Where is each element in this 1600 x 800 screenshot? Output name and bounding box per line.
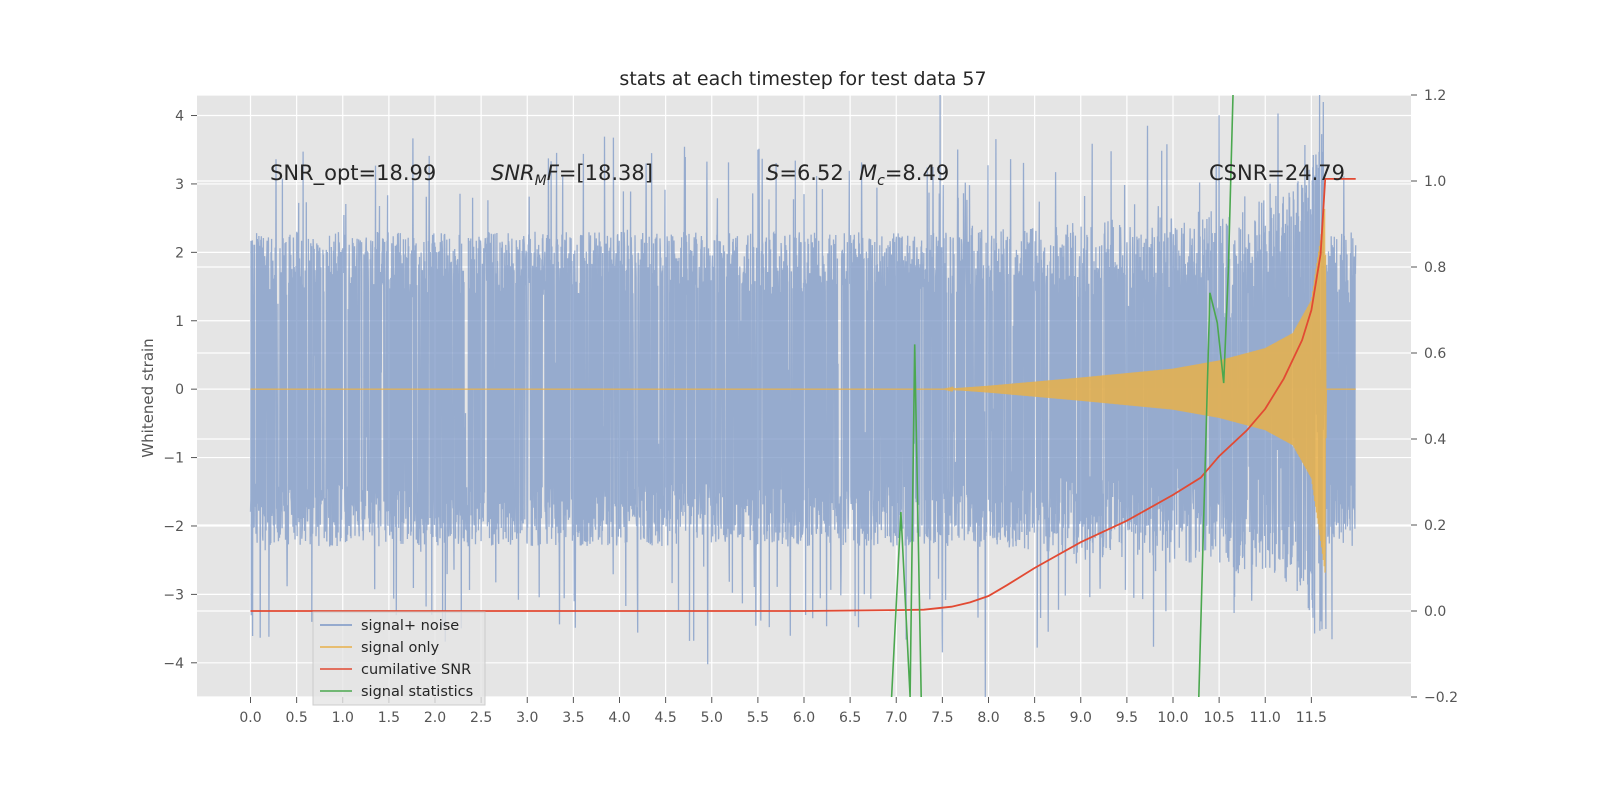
series-signal-noise	[249, 94, 1357, 698]
x-tick-label: 0.0	[239, 710, 261, 726]
chart-title: stats at each timestep for test data 57	[619, 68, 986, 90]
x-tick-label: 4.5	[654, 710, 676, 726]
legend-box	[312, 611, 486, 706]
x-tick-label: 3.5	[562, 710, 584, 726]
series-signal-statistics	[890, 344, 922, 698]
annotation-s: S=6.52	[766, 161, 844, 185]
y2-tick-label: 0.0	[1424, 604, 1446, 620]
annotation-mc-sub: c	[877, 173, 885, 189]
annotation-snr-mf: SNRMF=[18.38]	[491, 161, 653, 189]
legend: signal+ noise signal only cumilative SNR…	[312, 611, 486, 706]
y-tick-label: 2	[175, 245, 184, 261]
y2-tick-label: 0.2	[1424, 518, 1446, 534]
y2-tick-label: 1.0	[1424, 174, 1446, 190]
x-tick-label: 6.0	[793, 710, 815, 726]
annotation-snr-mf-value: =[18.38]	[559, 161, 653, 185]
annotation-csnr: CSNR=24.79	[1209, 161, 1345, 185]
y-tick-label: 3	[175, 177, 184, 193]
y-tick-label: −1	[163, 451, 184, 467]
legend-item-signal-statistics: signal statistics	[361, 684, 473, 700]
x-tick-label: 1.5	[378, 710, 400, 726]
annotation-mc-value: =8.49	[885, 161, 949, 185]
annotation-s-main: S	[766, 161, 779, 185]
x-tick-label: 2.0	[424, 710, 446, 726]
x-tick-label: 7.5	[931, 710, 953, 726]
y2-tick-label: −0.2	[1424, 690, 1458, 706]
x-tick-label: 5.5	[747, 710, 769, 726]
annotation-mc-main: M	[859, 161, 877, 185]
legend-item-signal-only: signal only	[361, 640, 440, 656]
y-axis-label: Whitened strain	[139, 338, 157, 457]
x-tick-label: 7.0	[885, 710, 907, 726]
x-tick-label: 11.0	[1250, 710, 1281, 726]
annotation-s-value: =6.52	[779, 161, 843, 185]
x-tick-label: 10.0	[1157, 710, 1188, 726]
x-tick-label: 0.5	[285, 710, 307, 726]
y2-tick-label: 1.2	[1424, 88, 1446, 104]
y-tick-label: −2	[163, 519, 184, 535]
series-cumulative-snr	[250, 178, 1356, 612]
x-tick-label: 6.5	[839, 710, 861, 726]
x-tick-label: 9.5	[1116, 710, 1138, 726]
annotation-snr-mf-main: SNR	[491, 161, 535, 185]
y-tick-label: −3	[163, 587, 184, 603]
x-tick-label: 8.5	[1023, 710, 1045, 726]
x-tick-label: 9.0	[1070, 710, 1092, 726]
y2-tick-label: 0.8	[1424, 260, 1446, 276]
x-tick-label: 4.0	[608, 710, 630, 726]
y2-tick-label: 0.6	[1424, 346, 1446, 362]
legend-item-cumulative-snr: cumilative SNR	[361, 662, 471, 678]
annotation-snr-mf-rest-f: F	[547, 161, 560, 185]
x-tick-label: 5.0	[701, 710, 723, 726]
annotation-mc: Mc=8.49	[859, 161, 949, 189]
x-tick-label: 2.5	[470, 710, 492, 726]
x-tick-label: 8.0	[977, 710, 999, 726]
x-tick-label: 11.5	[1296, 710, 1327, 726]
series-signal-statistics	[1198, 94, 1234, 698]
annotation-snr-mf-sub: M	[535, 173, 547, 189]
y-tick-label: −4	[163, 656, 184, 672]
x-tick-label: 10.5	[1204, 710, 1235, 726]
x-tick-label: 1.0	[332, 710, 354, 726]
annotation-snr-opt: SNR_opt=18.99	[270, 161, 436, 186]
y2-tick-label: 0.4	[1424, 432, 1446, 448]
legend-item-signal-noise: signal+ noise	[361, 618, 459, 634]
y-tick-label: 4	[175, 109, 184, 125]
x-tick-label: 3.0	[516, 710, 538, 726]
series-signal-only	[250, 208, 1356, 573]
y-tick-label: 0	[175, 382, 184, 398]
y-tick-label: 1	[175, 314, 184, 330]
